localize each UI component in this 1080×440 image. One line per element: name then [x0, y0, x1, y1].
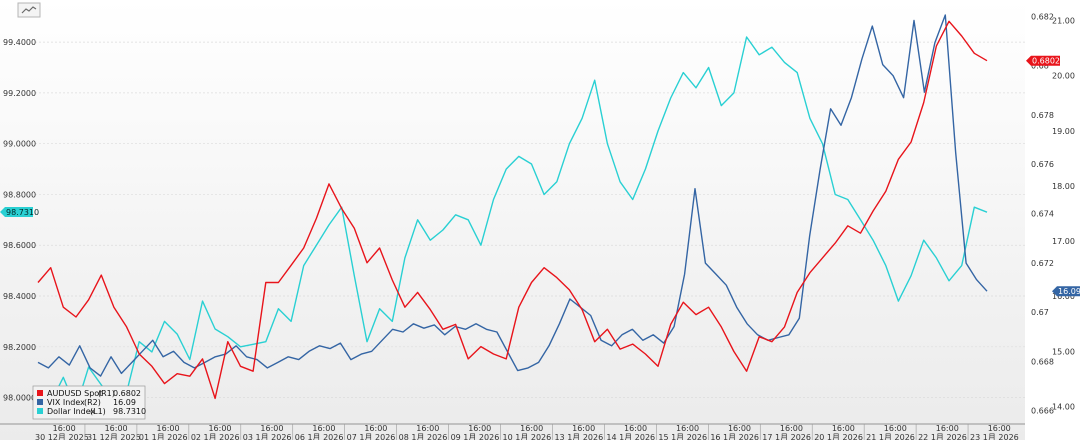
- legend-entry-vix[interactable]: VIX Index (R2) 16.09: [37, 398, 136, 407]
- date-tick-label: 08 1月 2026: [399, 433, 448, 440]
- date-tick-label: 02 1月 2026: [191, 433, 240, 440]
- left-axis-tick: 98.0000: [3, 394, 36, 403]
- legend: AUDUSD Spot (R1) 0.6802 VIX Index (R2) 1…: [32, 385, 146, 420]
- legend-value: 98.7310: [113, 407, 146, 416]
- time-tick-label: 16:00: [208, 424, 231, 433]
- time-tick-label: 16:00: [572, 424, 595, 433]
- svg-text:98.7310: 98.7310: [6, 208, 39, 217]
- left-axis-tick: 98.6000: [3, 241, 36, 250]
- time-tick-label: 16:00: [832, 424, 855, 433]
- date-tick-label: 15 1月 2026: [658, 433, 707, 440]
- legend-series-name: Dollar Index: [47, 407, 96, 416]
- left-axis-tick: 98.2000: [3, 343, 36, 352]
- date-tick-label: 06 1月 2026: [295, 433, 344, 440]
- date-tick-label: 31 12月 2025: [87, 433, 141, 440]
- legend-value: 0.6802: [113, 389, 141, 398]
- time-tick-label: 16:00: [988, 424, 1011, 433]
- legend-entry-audusd[interactable]: AUDUSD Spot (R1) 0.6802: [37, 389, 141, 398]
- r1-axis-tick: 0.668: [1031, 357, 1054, 366]
- date-tick-label: 22 1月 2026: [918, 433, 967, 440]
- legend-swatch: [37, 399, 43, 405]
- date-tick-label: 16 1月 2026: [710, 433, 759, 440]
- time-tick-label: 16:00: [676, 424, 699, 433]
- r1-axis-tick: 0.666: [1031, 407, 1054, 416]
- r2-axis-tick: 14.00: [1052, 402, 1075, 411]
- vix-last-badge: 16.09: [1052, 286, 1080, 297]
- time-tick-label: 16:00: [312, 424, 335, 433]
- audusd-last-badge: 0.6802: [1026, 55, 1060, 66]
- date-tick-label: 14 1月 2026: [606, 433, 655, 440]
- time-tick-label: 16:00: [936, 424, 959, 433]
- legend-series-name: AUDUSD Spot: [47, 389, 102, 398]
- date-tick-label: 07 1月 2026: [347, 433, 396, 440]
- legend-swatch: [37, 408, 43, 414]
- time-tick-label: 16:00: [884, 424, 907, 433]
- r1-axis-tick: 0.678: [1031, 111, 1054, 120]
- legend-axis: (R2): [84, 398, 101, 407]
- r1-axis-tick: 0.676: [1031, 160, 1054, 169]
- r2-axis-tick: 16.00: [1052, 292, 1075, 301]
- svg-text:16.09: 16.09: [1058, 287, 1080, 296]
- right-axis-panel: [1025, 0, 1080, 440]
- dollar-index-last-badge: 98.7310: [0, 206, 39, 217]
- svg-text:0.6802: 0.6802: [1032, 57, 1060, 66]
- time-tick-label: 16:00: [157, 424, 180, 433]
- date-tick-label: 03 1月 2026: [243, 433, 292, 440]
- series-line-audusd-spot[interactable]: [37, 20, 988, 400]
- date-tick-label: 09 1月 2026: [451, 433, 500, 440]
- left-axis-tick: 99.4000: [3, 38, 36, 47]
- time-tick-label: 16:00: [468, 424, 491, 433]
- r1-axis-tick: 0.672: [1031, 259, 1054, 268]
- time-tick-label: 16:00: [624, 424, 647, 433]
- series-line-dollar-index[interactable]: [37, 36, 988, 409]
- time-tick-label: 16:00: [105, 424, 128, 433]
- time-tick-label: 16:00: [364, 424, 387, 433]
- r1-axis-tick: 0.67: [1031, 308, 1049, 317]
- left-axis-tick: 99.0000: [3, 140, 36, 149]
- chart-menu-icon[interactable]: [17, 2, 41, 18]
- r1-axis-tick: 0.68: [1031, 62, 1049, 71]
- time-tick-label: 16:00: [260, 424, 283, 433]
- date-tick-label: 17 1月 2026: [762, 433, 811, 440]
- legend-swatch: [37, 390, 43, 396]
- r2-axis-tick: 15.00: [1052, 347, 1075, 356]
- legend-value: 16.09: [113, 398, 136, 407]
- r1-axis-tick: 0.674: [1031, 210, 1054, 219]
- legend-axis: (L1): [90, 407, 106, 416]
- time-tick-label: 16:00: [520, 424, 543, 433]
- date-tick-label: 30 12月 2025: [35, 433, 89, 440]
- date-tick-label: 20 1月 2026: [814, 433, 863, 440]
- date-tick-label: 21 1月 2026: [866, 433, 915, 440]
- r2-axis-tick: 19.00: [1052, 127, 1075, 136]
- legend-axis: (R1): [98, 389, 115, 398]
- date-tick-label: 23 1月 2026: [970, 433, 1019, 440]
- left-axis-tick: 99.2000: [3, 89, 36, 98]
- r2-axis-tick: 18.00: [1052, 182, 1075, 191]
- date-tick-label: 01 1月 2026: [139, 433, 188, 440]
- plot-background: [0, 0, 1025, 440]
- time-tick-label: 16:00: [416, 424, 439, 433]
- date-tick-label: 10 1月 2026: [503, 433, 552, 440]
- r2-axis-tick: 20.00: [1052, 72, 1075, 81]
- time-tick-label: 16:00: [728, 424, 751, 433]
- time-tick-label: 16:00: [780, 424, 803, 433]
- r2-axis-tick: 21.00: [1052, 17, 1075, 26]
- legend-series-name: VIX Index: [47, 398, 85, 407]
- legend-entry-dollar-index[interactable]: Dollar Index (L1) 98.7310: [37, 407, 146, 416]
- time-tick-label: 16:00: [53, 424, 76, 433]
- left-axis-tick: 98.4000: [3, 292, 36, 301]
- left-axis-tick: 98.8000: [3, 190, 36, 199]
- r1-axis-tick: 0.682: [1031, 12, 1054, 21]
- date-tick-label: 13 1月 2026: [554, 433, 603, 440]
- r2-axis-tick: 17.00: [1052, 237, 1075, 246]
